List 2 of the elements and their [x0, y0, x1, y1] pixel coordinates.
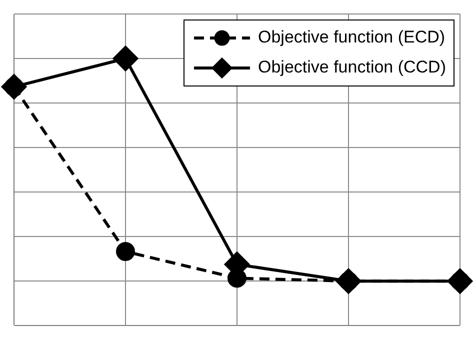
legend-label: Objective function (CCD): [258, 58, 446, 77]
legend-label: Objective function (ECD): [258, 28, 446, 47]
